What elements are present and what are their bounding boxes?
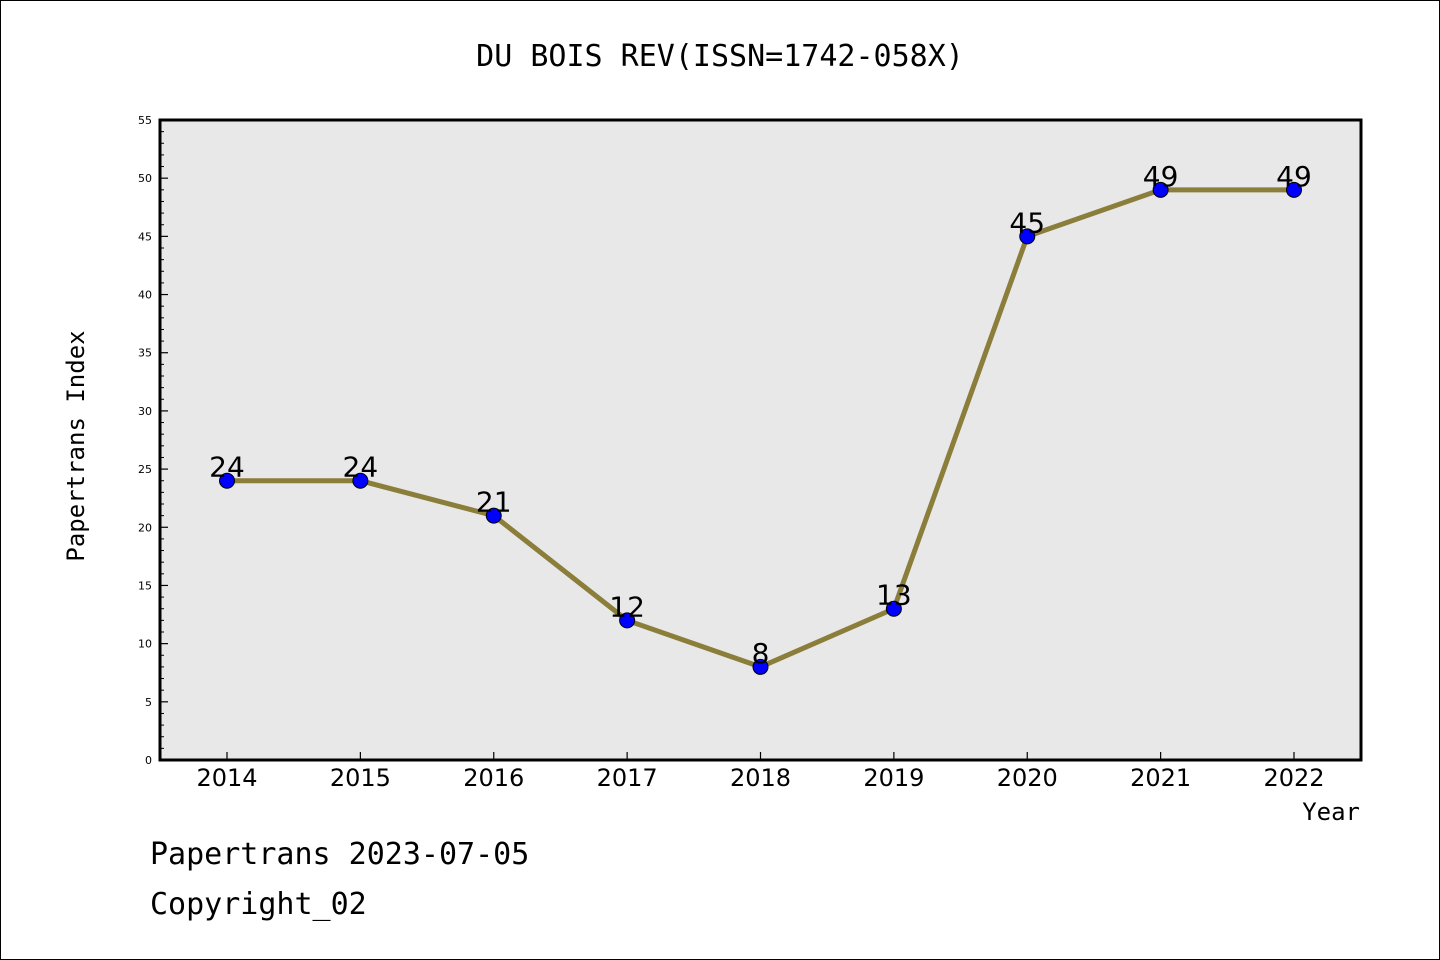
series-group: 24 24 21 12 8 13 45 49 49 [209, 160, 1312, 675]
x-tick-label: 2020 [997, 764, 1058, 792]
data-point [752, 658, 769, 675]
data-label: 8 [752, 637, 770, 670]
x-tick-label: 2016 [463, 764, 524, 792]
x-tick-label: 2021 [1130, 764, 1191, 792]
footer-date: Papertrans 2023-07-05 [150, 837, 529, 872]
x-tick-label: 2019 [863, 764, 924, 792]
data-label: 12 [609, 590, 645, 623]
y-tick-label: 35 [138, 347, 152, 360]
y-tick-label: 25 [138, 463, 152, 476]
x-tick-label: 2017 [597, 764, 658, 792]
plot-area [158, 118, 1363, 762]
x-axis-label: Year [1302, 798, 1360, 826]
data-point [485, 507, 502, 524]
x-tick-label: 2014 [196, 764, 257, 792]
y-tick-label: 20 [138, 521, 152, 534]
y-tick-label: 5 [145, 696, 152, 709]
y-tick-label: 55 [138, 114, 152, 127]
data-point [219, 472, 235, 489]
data-point [885, 600, 902, 617]
y-axis: 0 5 10 15 20 25 30 35 40 45 50 55 [138, 114, 168, 767]
y-tick-label: 0 [145, 754, 152, 767]
footer-copyright: Copyright_02 [150, 887, 367, 922]
y-tick-label: 15 [138, 579, 152, 592]
y-tick-label: 10 [138, 638, 152, 651]
data-label: 24 [209, 451, 245, 484]
chart-title: DU BOIS REV(ISSN=1742-058X) [476, 39, 964, 74]
data-label: 21 [476, 486, 512, 519]
data-point [619, 612, 636, 629]
x-tick-label: 2015 [330, 764, 391, 792]
data-label: 24 [343, 451, 379, 484]
data-point [1152, 181, 1169, 198]
data-label: 13 [876, 579, 912, 612]
y-tick-label: 45 [138, 230, 152, 243]
y-tick-label: 50 [138, 172, 152, 185]
y-tick-label: 40 [138, 289, 152, 302]
data-label: 49 [1143, 160, 1179, 193]
data-label: 49 [1276, 160, 1312, 193]
y-axis-label: Papertrans Index [62, 330, 90, 561]
x-axis: 2014 2015 2016 2017 2018 2019 2020 2021 2022 [196, 752, 1325, 792]
x-tick-label: 2018 [730, 764, 791, 792]
data-point [352, 472, 369, 489]
data-point [1019, 228, 1036, 245]
x-tick-label: 2022 [1263, 764, 1324, 792]
data-point [1286, 181, 1302, 198]
y-tick-label: 30 [138, 405, 152, 418]
data-label: 45 [1009, 206, 1045, 239]
